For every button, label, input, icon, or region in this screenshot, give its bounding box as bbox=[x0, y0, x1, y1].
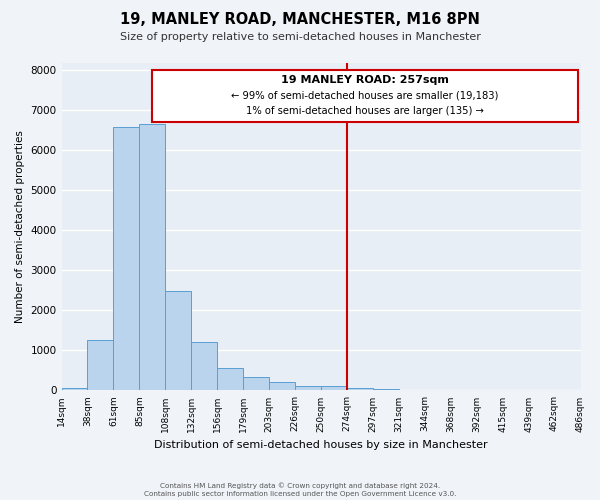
Bar bbox=[152, 70, 578, 122]
X-axis label: Distribution of semi-detached houses by size in Manchester: Distribution of semi-detached houses by … bbox=[154, 440, 488, 450]
Text: Contains HM Land Registry data © Crown copyright and database right 2024.: Contains HM Land Registry data © Crown c… bbox=[160, 482, 440, 489]
Bar bbox=[295, 386, 321, 390]
Bar bbox=[139, 124, 166, 390]
Bar bbox=[269, 382, 295, 390]
Text: Contains public sector information licensed under the Open Government Licence v3: Contains public sector information licen… bbox=[144, 491, 456, 497]
Bar bbox=[191, 342, 217, 390]
Bar bbox=[62, 388, 88, 390]
Text: 19, MANLEY ROAD, MANCHESTER, M16 8PN: 19, MANLEY ROAD, MANCHESTER, M16 8PN bbox=[120, 12, 480, 28]
Bar bbox=[166, 291, 191, 390]
Text: 1% of semi-detached houses are larger (135) →: 1% of semi-detached houses are larger (1… bbox=[246, 106, 484, 116]
Bar bbox=[217, 368, 243, 390]
Y-axis label: Number of semi-detached properties: Number of semi-detached properties bbox=[15, 130, 25, 323]
Bar bbox=[373, 389, 399, 390]
Text: ← 99% of semi-detached houses are smaller (19,183): ← 99% of semi-detached houses are smalle… bbox=[232, 90, 499, 101]
Bar bbox=[88, 340, 113, 390]
Bar bbox=[113, 128, 139, 390]
Text: Size of property relative to semi-detached houses in Manchester: Size of property relative to semi-detach… bbox=[119, 32, 481, 42]
Bar bbox=[243, 377, 269, 390]
Bar bbox=[321, 386, 347, 390]
Bar bbox=[347, 388, 373, 390]
Text: 19 MANLEY ROAD: 257sqm: 19 MANLEY ROAD: 257sqm bbox=[281, 75, 449, 85]
